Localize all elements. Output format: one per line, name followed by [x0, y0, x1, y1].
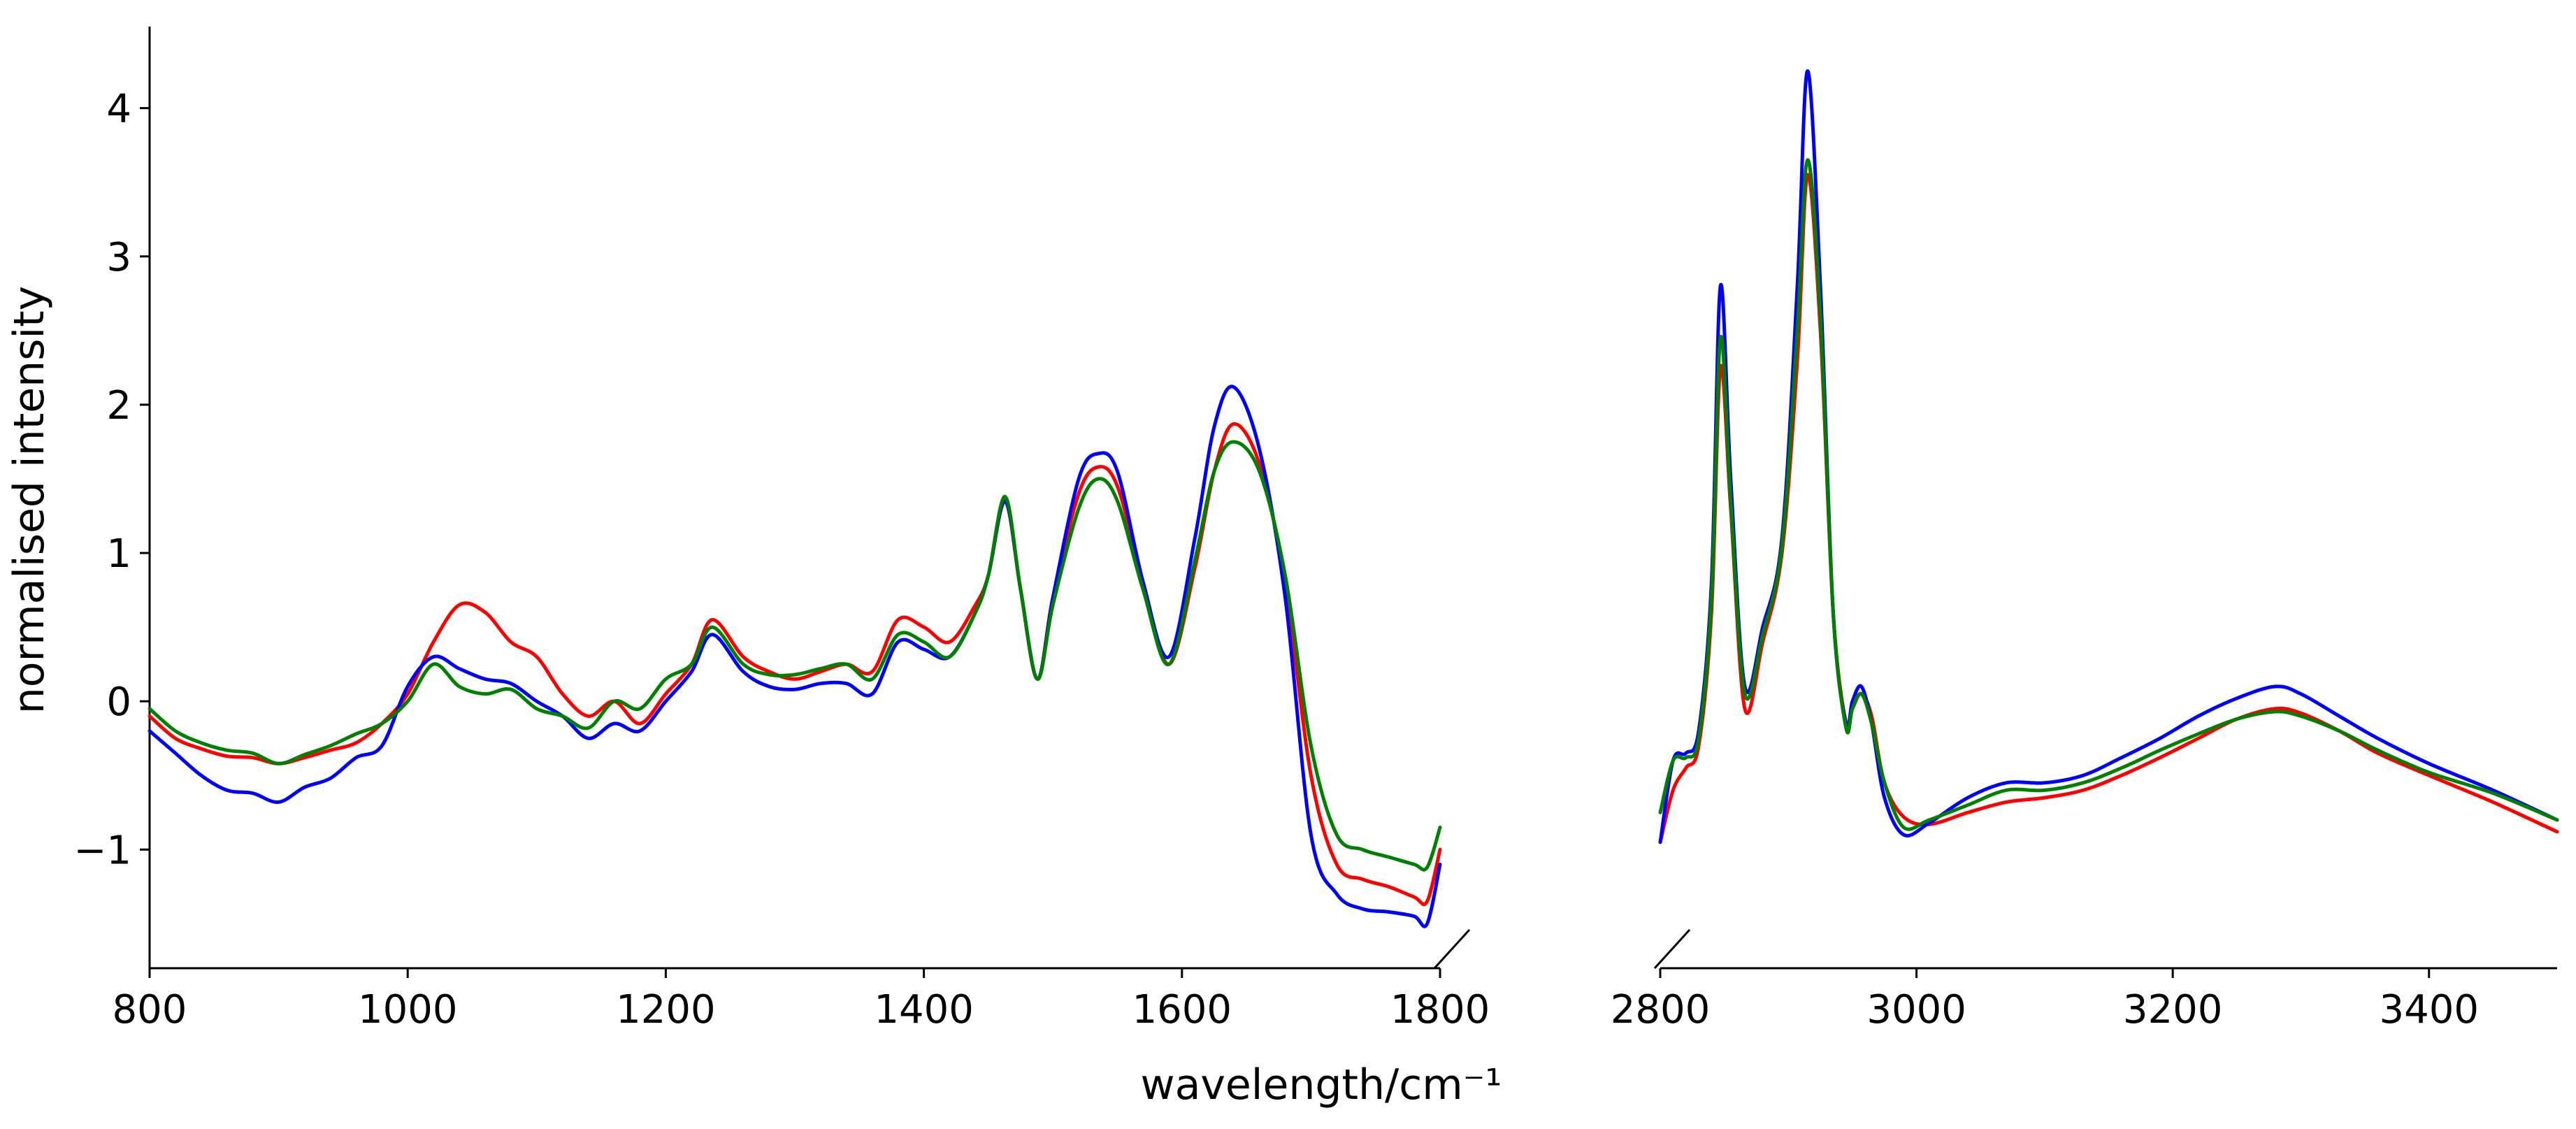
x-tick-label: 1600: [1132, 987, 1232, 1033]
y-tick-label: 0: [106, 679, 131, 725]
y-tick-label: 1: [106, 531, 131, 577]
y-axis-title: normalised intensity: [5, 286, 54, 714]
y-tick-label: 3: [106, 235, 131, 280]
series-line-2: [147, 384, 1442, 928]
x-tick-label: 3000: [1866, 987, 1966, 1033]
axis-break-mark: [1653, 928, 1691, 970]
y-tick-label: −1: [73, 828, 131, 873]
x-tick-label: 3400: [2379, 987, 2479, 1033]
x-tick-label: 800: [113, 987, 187, 1033]
series-line-1: [147, 422, 1442, 907]
axis-break-mark: [1433, 928, 1471, 970]
x-tick-label: 1200: [616, 987, 716, 1033]
series-line-1: [1658, 173, 2559, 844]
series-line-2: [1658, 69, 2559, 844]
y-tick-label: 4: [106, 87, 131, 132]
series-line-3: [1658, 158, 2559, 831]
x-axis-title: wavelength/cm⁻¹: [1141, 1060, 1502, 1109]
series-line-3: [147, 440, 1442, 872]
x-tick-label: 3200: [2123, 987, 2223, 1033]
y-tick-label: 2: [106, 383, 131, 429]
x-tick-label: 1800: [1390, 987, 1490, 1033]
x-tick-label: 1000: [358, 987, 458, 1033]
x-tick-label: 1400: [874, 987, 974, 1033]
x-tick-label: 2800: [1611, 987, 1711, 1033]
